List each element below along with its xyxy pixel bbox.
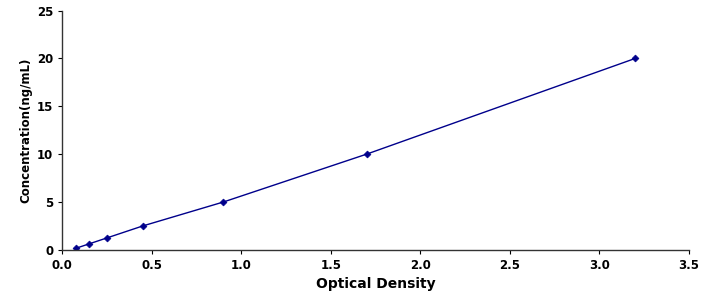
Y-axis label: Concentration(ng/mL): Concentration(ng/mL) xyxy=(20,58,32,203)
X-axis label: Optical Density: Optical Density xyxy=(316,277,436,291)
